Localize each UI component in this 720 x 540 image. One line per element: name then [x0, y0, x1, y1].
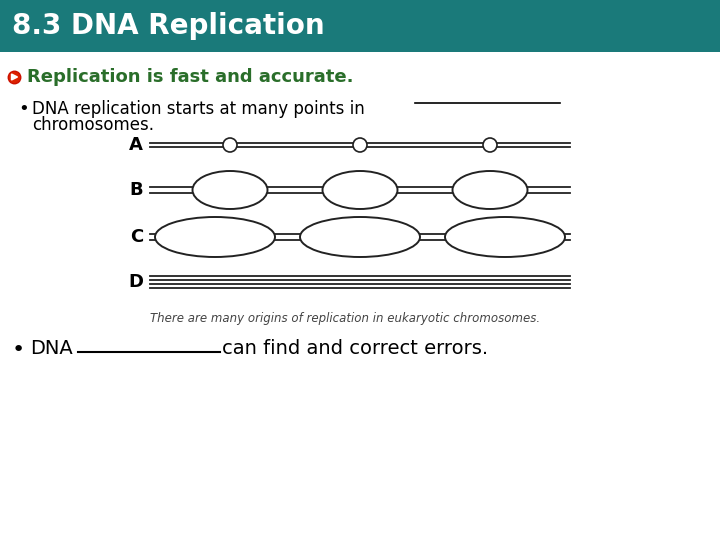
Text: can find and correct errors.: can find and correct errors. [222, 339, 488, 358]
Text: DNA replication starts at many points in: DNA replication starts at many points in [32, 100, 365, 118]
Text: There are many origins of replication in eukaryotic chromosomes.: There are many origins of replication in… [150, 312, 540, 325]
Text: D: D [128, 273, 143, 291]
Text: •: • [18, 100, 29, 118]
Text: •: • [12, 340, 25, 360]
Text: C: C [130, 228, 143, 246]
Circle shape [483, 138, 497, 152]
Text: 8.3 DNA Replication: 8.3 DNA Replication [12, 12, 325, 40]
FancyBboxPatch shape [0, 0, 720, 52]
Text: A: A [129, 136, 143, 154]
Ellipse shape [192, 171, 268, 209]
Ellipse shape [323, 171, 397, 209]
Ellipse shape [445, 217, 565, 257]
Polygon shape [12, 74, 17, 80]
Text: B: B [130, 181, 143, 199]
Text: chromosomes.: chromosomes. [32, 116, 154, 134]
Ellipse shape [452, 171, 528, 209]
Text: DNA: DNA [30, 339, 73, 358]
Circle shape [353, 138, 367, 152]
Circle shape [223, 138, 237, 152]
Ellipse shape [155, 217, 275, 257]
Ellipse shape [300, 217, 420, 257]
Text: Replication is fast and accurate.: Replication is fast and accurate. [27, 68, 354, 86]
